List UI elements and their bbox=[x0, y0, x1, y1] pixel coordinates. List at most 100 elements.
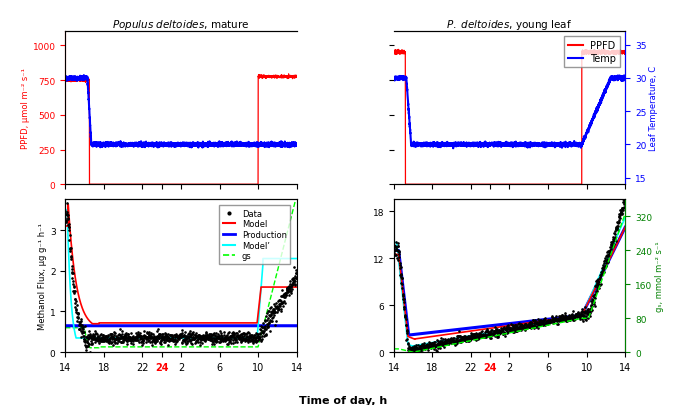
Point bbox=[103, 336, 114, 342]
Point bbox=[517, 323, 528, 330]
Point bbox=[161, 330, 172, 337]
Point bbox=[111, 339, 122, 346]
Point bbox=[547, 313, 558, 320]
Point bbox=[85, 334, 96, 340]
Point bbox=[480, 328, 491, 334]
Point bbox=[564, 317, 575, 323]
Point bbox=[171, 331, 182, 338]
Point bbox=[268, 312, 279, 318]
Point bbox=[126, 340, 137, 347]
Point bbox=[281, 285, 292, 291]
Point bbox=[224, 333, 235, 339]
Point bbox=[509, 327, 520, 333]
Point bbox=[530, 320, 541, 326]
Point bbox=[167, 337, 178, 343]
Point bbox=[561, 314, 572, 321]
Point bbox=[409, 343, 420, 350]
Point bbox=[142, 334, 153, 340]
Point bbox=[405, 347, 416, 354]
Point bbox=[181, 336, 192, 343]
Point bbox=[477, 333, 488, 340]
Point bbox=[542, 321, 553, 328]
Point bbox=[151, 336, 162, 342]
Point bbox=[420, 343, 431, 349]
Point bbox=[563, 313, 574, 320]
Point bbox=[205, 333, 216, 339]
Point bbox=[206, 332, 217, 338]
Point bbox=[192, 337, 203, 343]
Point bbox=[576, 316, 587, 322]
Point bbox=[198, 334, 209, 340]
Point bbox=[67, 270, 78, 276]
Point bbox=[548, 320, 559, 326]
Point bbox=[513, 321, 523, 328]
Point bbox=[528, 323, 539, 329]
Point bbox=[398, 296, 409, 302]
Point bbox=[589, 303, 600, 309]
Point bbox=[469, 331, 480, 337]
Point bbox=[392, 243, 403, 249]
Point bbox=[98, 337, 109, 343]
Point bbox=[481, 328, 492, 335]
Point bbox=[264, 312, 275, 318]
Point bbox=[394, 260, 405, 266]
Point bbox=[86, 341, 97, 347]
Point bbox=[100, 333, 111, 340]
Point bbox=[570, 314, 581, 321]
Point bbox=[282, 286, 293, 292]
Point bbox=[283, 284, 294, 290]
Point bbox=[604, 251, 615, 257]
Point bbox=[466, 330, 477, 337]
Point bbox=[251, 339, 262, 345]
Point bbox=[258, 324, 269, 330]
Point bbox=[254, 326, 265, 333]
Point bbox=[554, 315, 565, 322]
Point bbox=[613, 213, 624, 220]
Point bbox=[205, 337, 216, 344]
Point bbox=[199, 332, 210, 339]
Point bbox=[179, 337, 190, 343]
Point bbox=[180, 337, 191, 343]
Point bbox=[124, 333, 135, 340]
Point bbox=[572, 313, 583, 319]
Point bbox=[487, 327, 498, 333]
Point bbox=[254, 334, 264, 340]
Point bbox=[436, 339, 447, 345]
Point bbox=[569, 314, 580, 321]
Point bbox=[528, 322, 539, 329]
Point bbox=[558, 313, 569, 320]
Point bbox=[539, 315, 550, 322]
Point bbox=[599, 269, 610, 275]
Point bbox=[288, 277, 299, 284]
Point bbox=[495, 327, 506, 334]
Point bbox=[261, 310, 272, 317]
Point bbox=[210, 337, 221, 344]
Point bbox=[91, 335, 102, 341]
Point bbox=[238, 336, 249, 342]
Point bbox=[571, 311, 582, 318]
Point bbox=[63, 215, 74, 222]
Point bbox=[466, 335, 477, 342]
Point bbox=[168, 338, 179, 344]
Point bbox=[84, 328, 95, 334]
Point bbox=[603, 252, 614, 258]
Point bbox=[155, 339, 166, 345]
Point bbox=[473, 334, 484, 341]
Point bbox=[118, 334, 129, 340]
Point bbox=[73, 315, 84, 322]
Point bbox=[482, 328, 493, 335]
Point bbox=[206, 335, 217, 341]
Point bbox=[598, 260, 609, 267]
Point bbox=[157, 335, 168, 342]
Point bbox=[269, 322, 280, 328]
Point bbox=[170, 332, 181, 339]
Point bbox=[250, 335, 261, 342]
Point bbox=[455, 336, 466, 343]
Point bbox=[574, 313, 585, 319]
Point bbox=[115, 335, 126, 341]
Point bbox=[510, 322, 521, 329]
Point bbox=[197, 336, 208, 342]
Point bbox=[238, 333, 249, 339]
Point bbox=[119, 336, 130, 342]
Point bbox=[562, 314, 573, 320]
